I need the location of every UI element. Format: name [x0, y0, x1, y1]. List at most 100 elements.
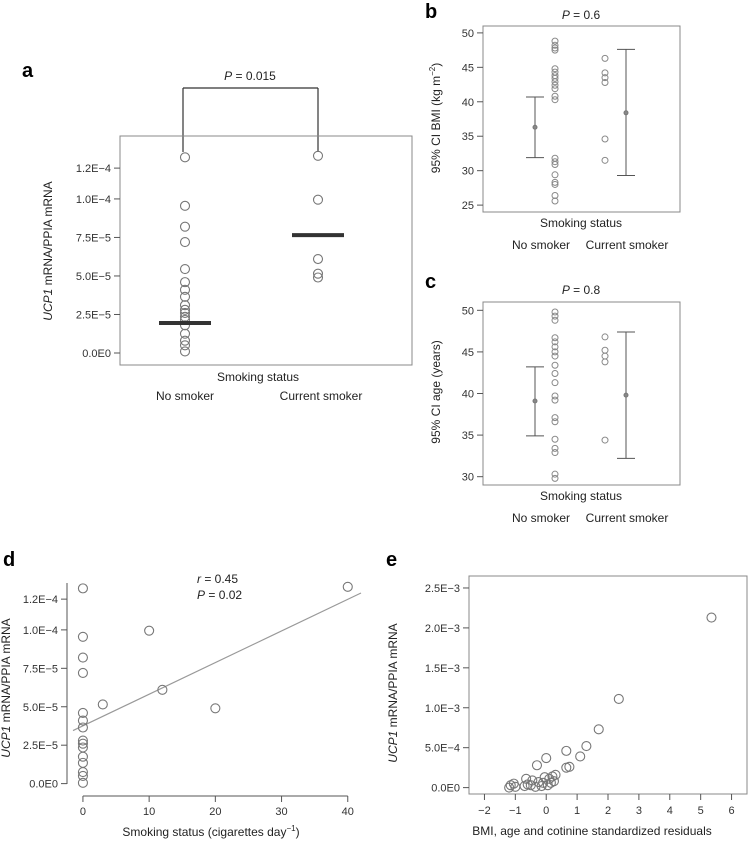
- y-tick-label: 1.0E−4: [76, 194, 111, 206]
- panel-d-ylabel: UCP1 mRNA/PPIA mRNA: [0, 618, 13, 757]
- y-tick-label: 50: [462, 305, 474, 317]
- data-point: [144, 625, 155, 636]
- panel-a-pvalue: P = 0.015: [224, 69, 276, 83]
- data-point: [504, 782, 515, 793]
- data-point: [551, 316, 559, 324]
- data-point: [179, 307, 191, 318]
- y-tick-label: 5.0E−4: [425, 743, 460, 755]
- panel-b: b P = 0.6 25 30 35 40 45 50 95% CI BMI (kg m−…: [425, 1, 681, 252]
- x-tick-label: 30: [275, 806, 287, 818]
- y-tick-label: 1.0E−3: [425, 703, 460, 715]
- data-point: [530, 781, 541, 792]
- data-point: [601, 358, 609, 366]
- data-point: [77, 631, 88, 642]
- x-tick-label: 10: [143, 806, 155, 818]
- data-point: [179, 237, 191, 248]
- data-point: [551, 74, 559, 82]
- panel-b-label: b: [425, 1, 437, 23]
- data-point: [601, 78, 609, 86]
- data-point: [551, 470, 559, 478]
- panel-a: a P = 0.015 0.0E0 2.5E−5 5.0E−5 7.5E−5 1.0E−…: [22, 60, 413, 403]
- panel-c-category-current-smoker: Current smoker: [586, 511, 669, 525]
- data-point: [551, 308, 559, 316]
- panel-b-y-axis: 25 30 35 40 45 50: [462, 28, 483, 212]
- y-tick-label: 1.2E−4: [76, 163, 111, 175]
- y-tick-label: 2.5E−3: [425, 583, 460, 595]
- data-point: [157, 684, 168, 695]
- data-point: [77, 652, 88, 663]
- data-point: [593, 724, 604, 735]
- data-point: [179, 200, 191, 211]
- panel-b-points: [551, 37, 609, 205]
- y-tick-label: 35: [462, 430, 474, 442]
- data-point: [77, 715, 88, 726]
- data-point: [551, 334, 559, 342]
- data-point: [551, 41, 559, 49]
- panel-a-frame: [119, 135, 413, 366]
- data-point: [551, 85, 559, 93]
- data-point: [601, 333, 609, 341]
- x-tick-label: 40: [342, 806, 354, 818]
- panel-a-category-current-smoker: Current smoker: [280, 389, 363, 403]
- panel-c-frame: [482, 301, 681, 486]
- y-tick-label: 40: [462, 97, 474, 109]
- panel-c-xlabel: Smoking status: [540, 489, 622, 503]
- data-point: [551, 92, 559, 100]
- data-point: [551, 449, 559, 457]
- panel-b-intervals: [526, 48, 635, 176]
- panel-e: e 0.0E0 5.0E−4 1.0E−3 1.5E−3 2.0E−3 2.5E−3 −2 −…: [386, 549, 748, 838]
- data-point: [342, 581, 353, 592]
- data-point: [531, 760, 543, 771]
- data-point: [551, 444, 559, 452]
- y-tick-label: 45: [462, 62, 474, 74]
- data-point: [551, 44, 559, 52]
- panel-d-label: d: [3, 549, 15, 571]
- y-tick-label: 1.0E−4: [23, 625, 58, 637]
- panel-a-medians: [159, 233, 344, 325]
- y-tick-label: 30: [462, 472, 474, 484]
- panel-a-label: a: [22, 60, 34, 82]
- panel-c-intervals: [526, 331, 635, 459]
- y-tick-label: 25: [462, 200, 474, 212]
- data-point: [77, 707, 88, 718]
- significance-bracket: [182, 87, 319, 152]
- panel-b-frame: [482, 25, 681, 213]
- data-point: [522, 779, 533, 790]
- data-point: [179, 335, 191, 346]
- data-point: [77, 767, 88, 778]
- data-point: [551, 343, 559, 351]
- data-point: [179, 300, 191, 311]
- y-tick-label: 2.0E−3: [425, 623, 460, 635]
- data-point: [601, 54, 609, 62]
- data-point: [77, 735, 88, 746]
- panel-b-category-no-smoker: No smoker: [512, 238, 570, 252]
- data-point: [179, 291, 191, 302]
- data-point: [551, 348, 559, 356]
- data-point: [312, 268, 324, 279]
- data-point: [547, 771, 558, 782]
- panel-e-label: e: [386, 549, 397, 571]
- panel-d-r-value: r = 0.45: [197, 572, 238, 586]
- data-point: [551, 361, 559, 369]
- data-point: [551, 171, 559, 179]
- data-point: [601, 436, 609, 444]
- panel-d-xlabel: Smoking status (cigarettes day−1): [122, 824, 299, 839]
- y-tick-label: 0.0E0: [29, 779, 58, 791]
- y-tick-label: 40: [462, 389, 474, 401]
- panel-d-axes: 0.0E0 2.5E−5 5.0E−5 7.5E−5 1.0E−4 1.2E−4 0 10 20…: [23, 583, 354, 818]
- y-tick-label: 1.5E−3: [425, 663, 460, 675]
- data-point: [179, 221, 191, 232]
- panel-b-xlabel: Smoking status: [540, 216, 622, 230]
- regression-line: [72, 592, 362, 732]
- panel-d-fit-line: [72, 592, 362, 732]
- data-point: [551, 78, 559, 86]
- data-point: [551, 435, 559, 443]
- data-point: [312, 194, 324, 205]
- panel-b-pvalue: P = 0.6: [562, 8, 601, 22]
- data-point: [706, 612, 717, 623]
- data-point: [541, 753, 552, 764]
- data-point: [97, 699, 108, 710]
- y-tick-label: 7.5E−5: [76, 232, 111, 244]
- ci-mean: [623, 110, 629, 116]
